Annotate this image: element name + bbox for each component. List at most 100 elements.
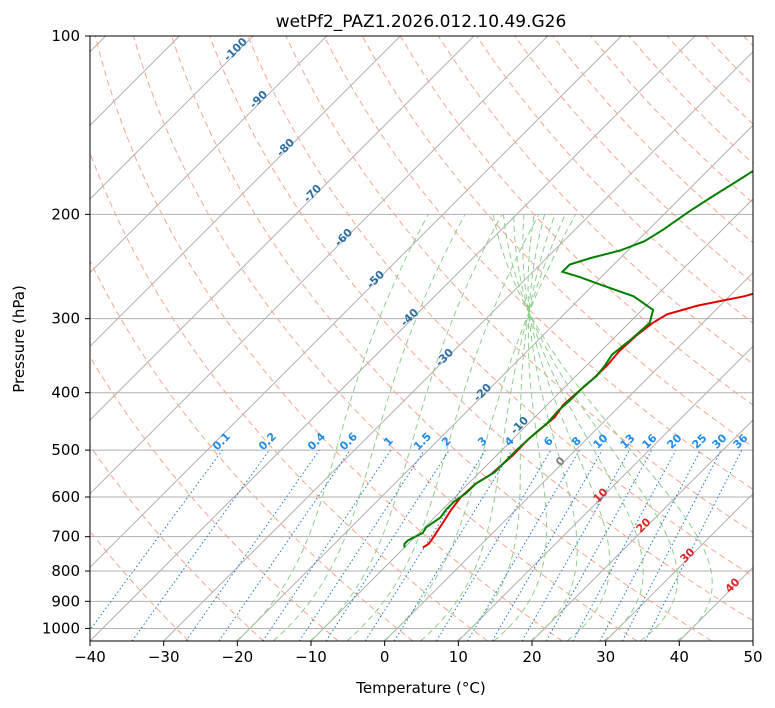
dry-adiabat — [171, 36, 712, 641]
y-tick-label: 100 — [51, 27, 80, 45]
moist-adiabat-label: 30 — [678, 545, 698, 565]
dry-adiabat — [743, 36, 753, 47]
moist-adiabat — [272, 214, 466, 641]
mixing-ratio-label: 13 — [618, 432, 638, 452]
dry-adiabat-label: -90 — [247, 88, 270, 111]
dry-adiabat — [90, 445, 264, 641]
moist-adiabat — [513, 214, 644, 641]
dry-adiabat-label: -60 — [332, 226, 355, 249]
isotherm — [310, 198, 753, 641]
moist-adiabat-label: 10 — [591, 485, 611, 505]
y-axis-label: Pressure (hPa) — [10, 285, 28, 393]
moist-adiabat — [522, 214, 611, 641]
y-tick-label: 300 — [51, 310, 80, 328]
mixing-ratio-line — [218, 449, 351, 641]
mixing-ratio-label: 6 — [541, 434, 556, 449]
dry-adiabat — [323, 36, 753, 490]
moist-adiabat — [527, 214, 578, 641]
dry-adiabat-label: -10 — [508, 414, 531, 437]
dry-adiabat-label: -30 — [433, 346, 456, 369]
moist-adiabat-label: 0 — [553, 454, 568, 469]
mixing-ratio-line — [298, 449, 425, 641]
mixing-ratio-label: 30 — [710, 431, 730, 451]
mixing-ratio-line — [325, 449, 450, 641]
dry-adiabat — [90, 355, 339, 641]
x-axis-ticks: −40 −30 −20 −10 0 10 20 30 40 50 — [74, 641, 763, 666]
dry-adiabat-label: -70 — [301, 182, 324, 205]
dry-adiabat-label: -40 — [398, 306, 421, 329]
isotherm — [90, 36, 328, 274]
y-tick-label: 400 — [51, 384, 80, 402]
mixing-ratio-label: 0.6 — [337, 430, 360, 453]
dry-adiabat — [209, 36, 753, 622]
mixing-ratio-line — [521, 449, 630, 641]
isotherm — [163, 50, 753, 641]
moist-adiabat — [420, 214, 566, 641]
mixing-ratio-line — [90, 449, 223, 631]
x-tick-label: 10 — [449, 648, 468, 666]
x-tick-label: −20 — [222, 648, 254, 666]
dry-adiabat-label: -80 — [274, 136, 297, 159]
line-labels: -100 -90 -80-70 -60 -50 -40 -30 -20 -10 0.1 0.2 0.4… — [210, 35, 751, 596]
isotherm — [752, 640, 753, 641]
isotherm — [90, 36, 549, 495]
moist-adiabat — [309, 214, 503, 641]
mixing-ratio-label: 10 — [591, 431, 611, 451]
plot-frame — [89, 35, 754, 642]
y-tick-label: 800 — [51, 562, 80, 580]
x-axis-label: Temperature (°C) — [355, 679, 485, 697]
y-tick-label: 500 — [51, 441, 80, 459]
dry-adiabat — [437, 36, 753, 365]
x-tick-label: −40 — [74, 648, 106, 666]
x-tick-label: 50 — [743, 648, 762, 666]
mixing-ratio-line — [262, 449, 392, 641]
mixing-ratio-line — [131, 449, 270, 641]
mixing-ratio-line — [393, 449, 513, 641]
mixing-ratio-line — [185, 449, 320, 641]
moist-adiabat — [493, 214, 548, 641]
mixing-ratio-label: 16 — [640, 431, 660, 451]
isotherm — [605, 492, 753, 641]
chart-title: wetPf2_PAZ1.2026.012.10.49.G26 — [276, 12, 567, 32]
x-tick-label: 20 — [522, 648, 541, 666]
moist-adiabat — [383, 214, 577, 641]
temperature-line — [422, 292, 753, 549]
dry-adiabat-label: -50 — [364, 268, 387, 291]
dry-adiabat-label: -100 — [221, 35, 250, 64]
moist-adiabat — [236, 214, 429, 641]
mixing-ratio-label: 0.4 — [305, 430, 328, 453]
mixing-ratio-label: 0.1 — [210, 430, 233, 453]
sounding-series — [403, 169, 753, 549]
moist-adiabat-label: 20 — [634, 515, 654, 535]
isotherm — [90, 36, 475, 421]
mixing-ratio-label: 36 — [731, 431, 751, 451]
isotherm — [236, 124, 753, 641]
mixing-ratio-line — [491, 449, 603, 641]
mixing-ratio-label: 20 — [665, 431, 685, 451]
isotherm — [457, 345, 753, 641]
y-tick-label: 700 — [51, 528, 80, 546]
moist-adiabat — [492, 214, 713, 641]
mixing-ratio-line — [599, 449, 701, 641]
isotherm — [384, 271, 753, 641]
dry-adiabat-label: -20 — [471, 381, 494, 404]
mixing-ratio-label: 0.2 — [256, 430, 279, 453]
moist-adiabat — [456, 214, 556, 641]
dry-adiabat — [132, 36, 638, 641]
mixing-ratio-line — [435, 449, 552, 641]
dry-adiabat — [90, 259, 414, 641]
dry-adiabat — [247, 36, 753, 577]
dry-adiabat — [90, 530, 190, 641]
x-tick-label: 0 — [380, 648, 390, 666]
dry-adiabat — [94, 36, 563, 641]
dry-adiabat — [285, 36, 753, 534]
background-lines — [90, 36, 753, 641]
moist-adiabat — [502, 214, 679, 641]
dry-adiabat — [90, 151, 488, 641]
isotherm — [90, 36, 254, 200]
mixing-ratio-line — [572, 449, 677, 641]
y-tick-label: 1000 — [42, 619, 80, 637]
isotherm — [90, 36, 696, 641]
dry-adiabat — [514, 36, 753, 284]
dry-adiabat — [704, 36, 753, 86]
